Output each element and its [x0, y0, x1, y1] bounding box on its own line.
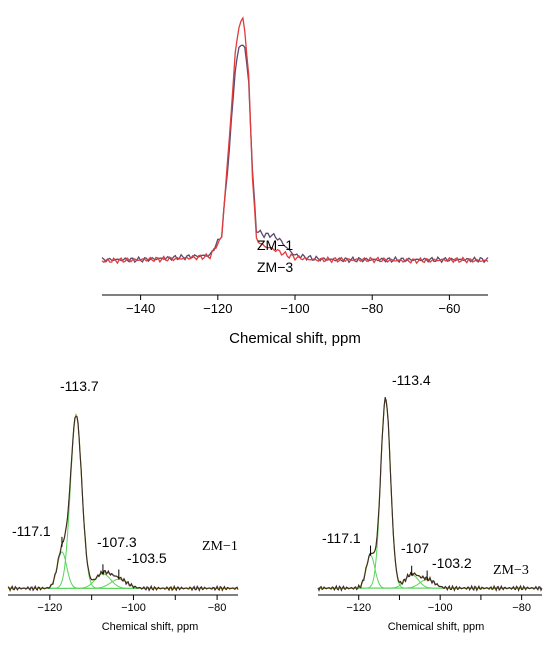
bottom-right-peak-label-113-4: -113.4 — [392, 372, 431, 388]
bottom-left-experimental-line — [7, 415, 239, 592]
bottom-left-chart-panel: −120 −100 −80 Chemical shift, ppm -113.7 -… — [7, 378, 239, 633]
top-x-ticks: −140 −120 −100 −80 −60 — [126, 295, 460, 316]
bottom-right-fit-component-1 — [318, 398, 542, 589]
top-x-tick-label-2: −100 — [280, 301, 309, 316]
top-chart-panel: −140 −120 −100 −80 −60 Chemical shift, ppm Z… — [101, 16, 489, 347]
top-series-2-line — [101, 16, 489, 265]
bottom-right-experimental-line — [317, 396, 543, 593]
top-x-tick-label-0: −140 — [126, 301, 155, 316]
bottom-right-series-tag: ZM−3 — [493, 563, 529, 578]
bottom-left-series-tag: ZM−1 — [202, 539, 238, 554]
bottom-right-fit-envelope — [318, 397, 542, 589]
bottom-left-peak-label-117-1: -117.1 — [12, 523, 51, 539]
bottom-left-fit-component-2 — [8, 551, 238, 589]
bottom-left-peak-label-107-3: -107.3 — [97, 534, 137, 550]
bottom-left-x-ticks: −120 −100 −80 — [37, 595, 226, 614]
bottom-right-x-axis-label: Chemical shift, ppm — [388, 621, 485, 633]
bottom-right-x-ticks: −120 −100 −80 — [346, 595, 531, 614]
bottom-left-x-tick-label-0: −120 — [37, 602, 62, 614]
bottom-left-peak-label-103-5: -103.5 — [127, 550, 167, 566]
bottom-left-x-tick-label-4: −80 — [208, 602, 227, 614]
bottom-right-x-tick-label-4: −80 — [512, 602, 531, 614]
bottom-right-peak-label-107: -107 — [401, 540, 429, 556]
bottom-left-fit-component-1 — [8, 413, 238, 589]
bottom-left-x-tick-label-2: −100 — [121, 602, 146, 614]
bottom-right-x-tick-label-2: −100 — [428, 602, 453, 614]
bottom-right-fit-component-4 — [318, 578, 542, 589]
top-label-zm1: ZM−1 — [257, 237, 293, 253]
bottom-left-x-axis-label: Chemical shift, ppm — [102, 621, 199, 633]
bottom-right-plot-area — [317, 396, 543, 593]
top-x-tick-label-4: −60 — [438, 301, 460, 316]
top-series-1-line — [101, 44, 489, 264]
bottom-left-plot-area — [7, 413, 239, 592]
top-x-tick-label-3: −80 — [361, 301, 383, 316]
bottom-right-x-tick-label-0: −120 — [346, 602, 371, 614]
bottom-left-peak-label-113-7: -113.7 — [60, 378, 99, 394]
bottom-right-peak-label-103-2: -103.2 — [432, 555, 472, 571]
bottom-right-chart-panel: −120 −100 −80 Chemical shift, ppm -113.4 -… — [317, 372, 543, 633]
top-x-axis-label: Chemical shift, ppm — [229, 330, 361, 347]
bottom-left-fit-envelope — [8, 413, 238, 589]
top-plot-area — [101, 16, 489, 265]
bottom-right-peak-label-117-1: -117.1 — [322, 530, 361, 546]
top-label-zm3: ZM−3 — [257, 259, 293, 275]
top-x-tick-label-1: −120 — [203, 301, 232, 316]
